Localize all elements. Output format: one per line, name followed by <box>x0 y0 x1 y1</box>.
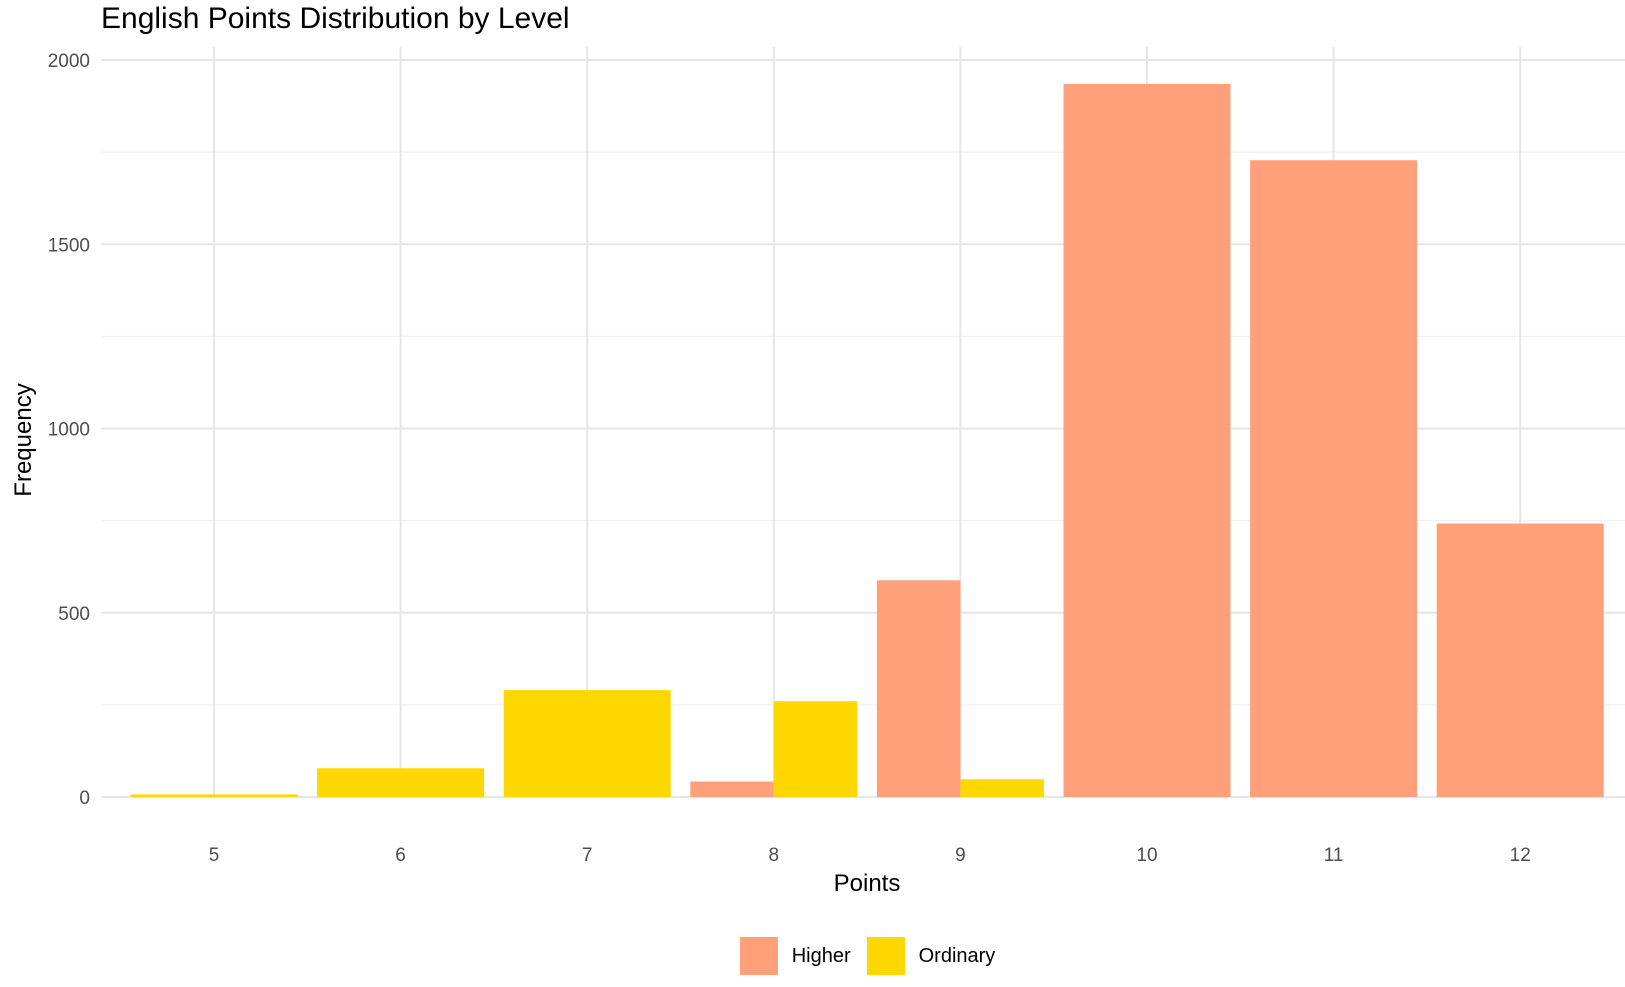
y-tick-label: 1500 <box>48 235 90 256</box>
x-tick-label: 7 <box>582 845 593 866</box>
legend-key-ordinary <box>866 937 905 975</box>
legend-label: Higher <box>791 944 851 967</box>
y-tick-label: 1000 <box>48 420 90 441</box>
bar-higher-12 <box>1436 523 1604 797</box>
y-tick-label: 2000 <box>48 51 90 72</box>
bars <box>130 83 1604 797</box>
x-tick-labels: 5 6 7 8 9 10 11 12 <box>209 845 1531 866</box>
chart-title: English Points Distribution by Level <box>101 2 570 35</box>
bar-ordinary-8 <box>773 701 858 797</box>
x-tick-label: 6 <box>395 845 406 866</box>
legend-item-ordinary: Ordinary <box>866 937 996 975</box>
bar-higher-11 <box>1250 160 1418 797</box>
bar-ordinary-7 <box>503 690 671 797</box>
y-tick-label: 0 <box>79 788 90 809</box>
bar-higher-10 <box>1063 83 1231 797</box>
bar-ordinary-5 <box>130 794 298 797</box>
bar-higher-8 <box>690 781 774 797</box>
y-tick-labels: 0 500 1000 1500 2000 <box>48 51 90 809</box>
legend: Higher Ordinary <box>0 936 1625 976</box>
legend-item-higher: Higher <box>739 937 851 975</box>
bar-ordinary-9 <box>960 779 1044 797</box>
y-tick-label: 500 <box>58 604 90 625</box>
bar-higher-9 <box>876 580 961 797</box>
x-axis-title: Points <box>834 870 901 897</box>
x-tick-label: 12 <box>1510 845 1531 866</box>
legend-key-higher <box>739 937 778 975</box>
x-tick-label: 10 <box>1136 845 1157 866</box>
x-tick-label: 5 <box>209 845 220 866</box>
legend-label: Ordinary <box>918 944 996 967</box>
x-tick-label: 11 <box>1324 845 1344 866</box>
x-tick-label: 8 <box>769 845 780 866</box>
y-axis-title: Frequency <box>10 383 37 496</box>
x-tick-label: 9 <box>955 845 966 866</box>
bar-ordinary-6 <box>317 768 485 797</box>
